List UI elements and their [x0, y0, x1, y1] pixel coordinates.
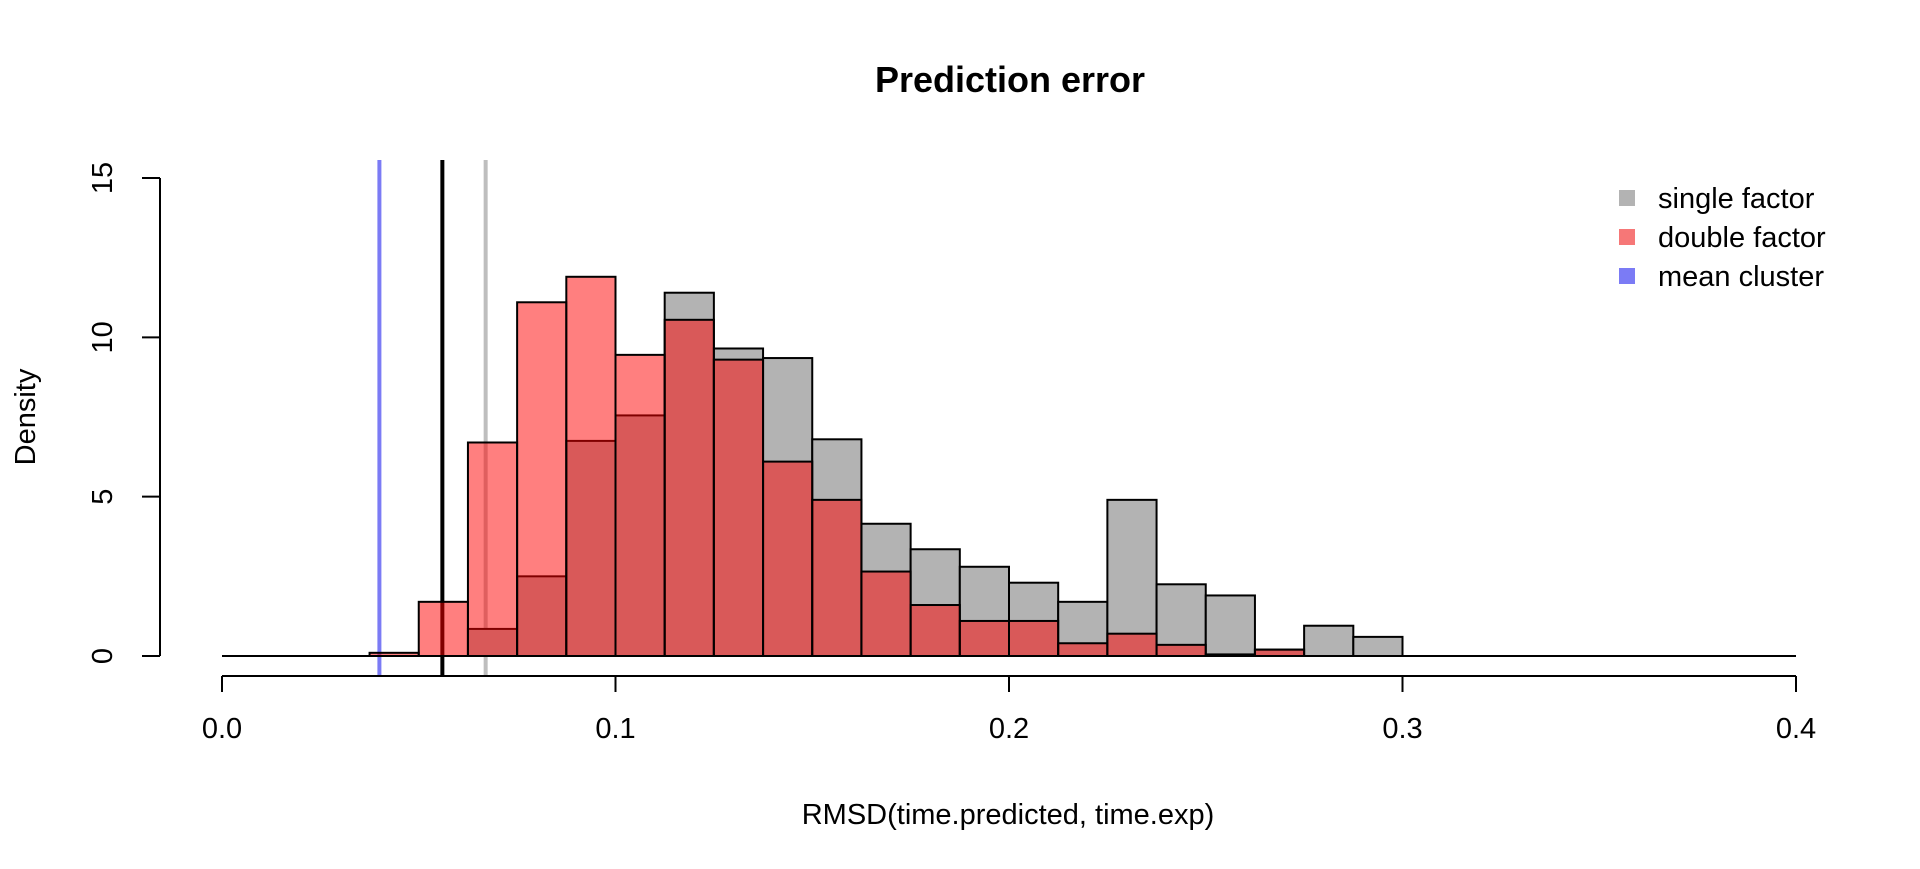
legend-swatch-single-factor: [1619, 190, 1635, 206]
bar-double-factor-4: [565, 275, 617, 657]
chart-title: Prediction error: [875, 59, 1145, 100]
y-tick-label-2: 10: [87, 321, 119, 353]
bar-double-factor-12: [958, 619, 1010, 657]
bar-single-factor-18: [1352, 635, 1404, 658]
x-axis-label: RMSD(time.predicted, time.exp): [802, 799, 1215, 831]
legend-swatch-mean-cluster: [1619, 268, 1635, 284]
x-tick-label-3: 0.3: [1382, 713, 1422, 745]
bar-double-factor-3: [516, 301, 568, 657]
bar-double-factor-11: [909, 604, 961, 657]
bar-double-factor-9: [811, 498, 863, 657]
bar-single-factor-13: [1106, 498, 1158, 657]
y-tick-label-0: 0: [87, 648, 119, 664]
bar-double-factor-7: [712, 358, 765, 657]
bar-double-factor-2: [466, 441, 519, 658]
x-tick-label-4: 0.4: [1776, 713, 1816, 745]
x-tick-label-1: 0.1: [595, 713, 635, 745]
legend-label-single-factor: single factor: [1658, 183, 1815, 215]
legend-label-mean-cluster: mean cluster: [1658, 261, 1824, 293]
axes: 0.0 0.1 0.2 0.3 0.4 0 5 10 15: [87, 162, 1816, 745]
bar-single-factor-17: [1303, 624, 1355, 658]
bar-double-factor-16: [1155, 643, 1207, 658]
y-tick-label-3: 15: [87, 162, 119, 194]
bar-double-factor-8: [762, 460, 814, 658]
bar-double-factor-5: [614, 353, 666, 657]
y-axis-label: Density: [10, 368, 42, 465]
legend: single factor double factor mean cluster: [1619, 183, 1826, 293]
bar-double-factor-14: [1057, 642, 1109, 658]
legend-swatch-double-factor: [1619, 229, 1635, 245]
bar-double-factor-10: [860, 570, 912, 658]
bar-single-factor-15: [1204, 594, 1256, 657]
y-tick-label-1: 5: [87, 489, 119, 505]
x-tick-label-2: 0.2: [989, 713, 1029, 745]
bar-double-factor-15: [1106, 632, 1158, 658]
x-tick-label-0: 0.0: [202, 713, 242, 745]
bar-double-factor-13: [1008, 619, 1060, 657]
bar-double-factor-1: [417, 600, 469, 657]
bar-double-factor-6: [663, 318, 715, 657]
histogram-bars: [222, 275, 1796, 658]
legend-label-double-factor: double factor: [1658, 222, 1826, 254]
